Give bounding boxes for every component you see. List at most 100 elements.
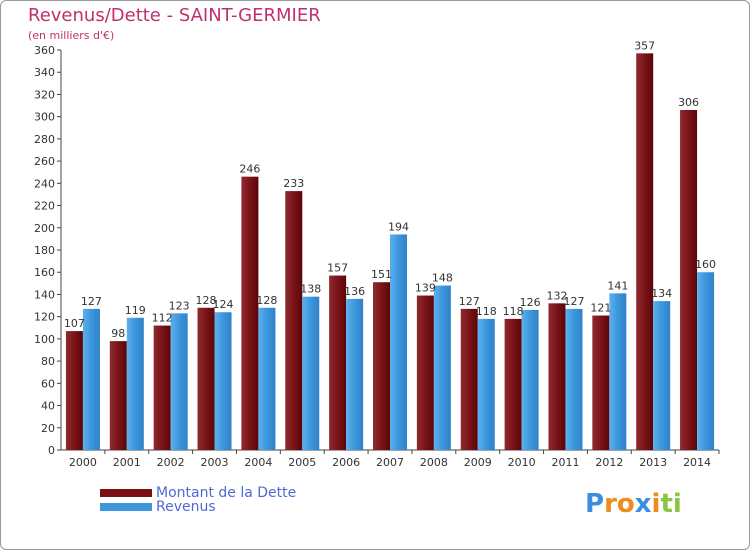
x-tick-label: 2008 bbox=[420, 456, 448, 469]
x-tick-label: 2006 bbox=[332, 456, 360, 469]
dette-value-label: 98 bbox=[111, 327, 125, 340]
revenus-bar bbox=[653, 301, 671, 450]
dette-value-label: 246 bbox=[239, 163, 260, 176]
revenus-bar bbox=[258, 307, 276, 450]
dette-bar bbox=[636, 53, 654, 450]
x-tick-label: 2011 bbox=[551, 456, 579, 469]
revenus-bar bbox=[170, 313, 188, 450]
revenus-value-label: 134 bbox=[651, 287, 672, 300]
dette-bar bbox=[592, 315, 610, 450]
dette-bar bbox=[109, 341, 127, 450]
dette-value-label: 233 bbox=[283, 177, 304, 190]
x-tick-label: 2010 bbox=[508, 456, 536, 469]
y-tick-label: 120 bbox=[34, 311, 55, 324]
chart-subtitle: (en milliers d'€) bbox=[28, 29, 115, 42]
dette-value-label: 107 bbox=[64, 317, 85, 330]
revenus-value-label: 138 bbox=[300, 283, 321, 296]
x-tick-label: 2007 bbox=[376, 456, 404, 469]
revenus-bar bbox=[433, 285, 451, 450]
revenus-bar bbox=[521, 310, 539, 450]
y-tick-label: 240 bbox=[34, 177, 55, 190]
dette-bar bbox=[197, 307, 215, 450]
x-tick-label: 2012 bbox=[595, 456, 623, 469]
dette-value-label: 112 bbox=[152, 312, 173, 325]
y-tick-label: 340 bbox=[34, 66, 55, 79]
logo-letter: t bbox=[660, 489, 673, 519]
revenus-value-label: 126 bbox=[520, 296, 541, 309]
logo-letter: P bbox=[585, 489, 605, 519]
logo-letter: i bbox=[651, 489, 661, 519]
y-tick-label: 140 bbox=[34, 288, 55, 301]
chart-title: Revenus/Dette - SAINT-GERMIER bbox=[28, 5, 321, 26]
dette-value-label: 139 bbox=[415, 282, 436, 295]
dette-value-label: 157 bbox=[327, 262, 348, 275]
dette-value-label: 121 bbox=[590, 302, 611, 315]
revenus-bar bbox=[302, 296, 320, 450]
y-tick-label: 260 bbox=[34, 155, 55, 168]
y-tick-label: 160 bbox=[34, 266, 55, 279]
dette-bar bbox=[241, 176, 259, 450]
revenus-value-label: 127 bbox=[563, 295, 584, 308]
x-tick-label: 2014 bbox=[683, 456, 711, 469]
logo-letter: x bbox=[634, 489, 652, 519]
revenus-bar bbox=[126, 317, 144, 450]
x-tick-label: 2000 bbox=[69, 456, 97, 469]
dette-bar bbox=[680, 110, 698, 450]
x-tick-label: 2009 bbox=[464, 456, 492, 469]
revenus-value-label: 194 bbox=[388, 220, 409, 233]
revenus-value-label: 128 bbox=[256, 294, 277, 307]
dette-value-label: 128 bbox=[196, 294, 217, 307]
dette-bar bbox=[153, 325, 171, 450]
revenus-bar bbox=[214, 312, 232, 450]
x-tick-label: 2004 bbox=[244, 456, 272, 469]
dette-value-label: 127 bbox=[459, 295, 480, 308]
dette-bar bbox=[373, 282, 390, 450]
y-tick-label: 20 bbox=[41, 422, 55, 435]
revenus-bar bbox=[565, 308, 583, 450]
revenus-value-label: 141 bbox=[607, 279, 628, 292]
y-tick-label: 320 bbox=[34, 88, 55, 101]
dette-bar bbox=[65, 331, 83, 450]
y-tick-label: 300 bbox=[34, 111, 55, 124]
x-tick-label: 2003 bbox=[201, 456, 229, 469]
dette-bar bbox=[416, 295, 434, 450]
revenus-bar bbox=[390, 234, 407, 450]
dette-bar bbox=[460, 308, 478, 450]
revenus-bar bbox=[697, 272, 715, 450]
dette-value-label: 118 bbox=[503, 305, 524, 318]
dette-bar bbox=[285, 191, 303, 450]
revenus-bar bbox=[82, 308, 100, 450]
y-tick-label: 40 bbox=[41, 400, 55, 413]
revenus-bar bbox=[477, 318, 495, 450]
y-tick-label: 0 bbox=[48, 444, 55, 457]
dette-bar bbox=[504, 318, 522, 450]
revenus-value-label: 127 bbox=[81, 295, 102, 308]
y-tick-label: 80 bbox=[41, 355, 55, 368]
revenus-value-label: 119 bbox=[125, 304, 146, 317]
y-tick-label: 60 bbox=[41, 377, 55, 390]
x-tick-label: 2013 bbox=[639, 456, 667, 469]
dette-value-label: 357 bbox=[634, 39, 655, 52]
logo-letter: i bbox=[672, 489, 682, 519]
legend-dette-label: Montant de la Dette bbox=[156, 485, 297, 501]
legend-revenus-label: Revenus bbox=[156, 499, 216, 515]
y-tick-label: 280 bbox=[34, 133, 55, 146]
y-tick-label: 220 bbox=[34, 200, 55, 213]
dette-value-label: 132 bbox=[546, 289, 567, 302]
y-tick-label: 100 bbox=[34, 333, 55, 346]
revenus-value-label: 148 bbox=[432, 272, 453, 285]
revenus-bar bbox=[609, 293, 627, 450]
x-tick-label: 2001 bbox=[113, 456, 141, 469]
logo-letter: o bbox=[616, 489, 635, 519]
y-tick-label: 360 bbox=[34, 44, 55, 57]
dette-value-label: 306 bbox=[678, 96, 699, 109]
revenus-bar bbox=[346, 298, 364, 450]
y-tick-label: 200 bbox=[34, 222, 55, 235]
revenus-value-label: 118 bbox=[476, 305, 497, 318]
revenus-value-label: 136 bbox=[344, 285, 365, 298]
dette-bar bbox=[329, 275, 347, 450]
y-tick-label: 180 bbox=[34, 244, 55, 257]
revenus-value-label: 160 bbox=[695, 258, 716, 271]
